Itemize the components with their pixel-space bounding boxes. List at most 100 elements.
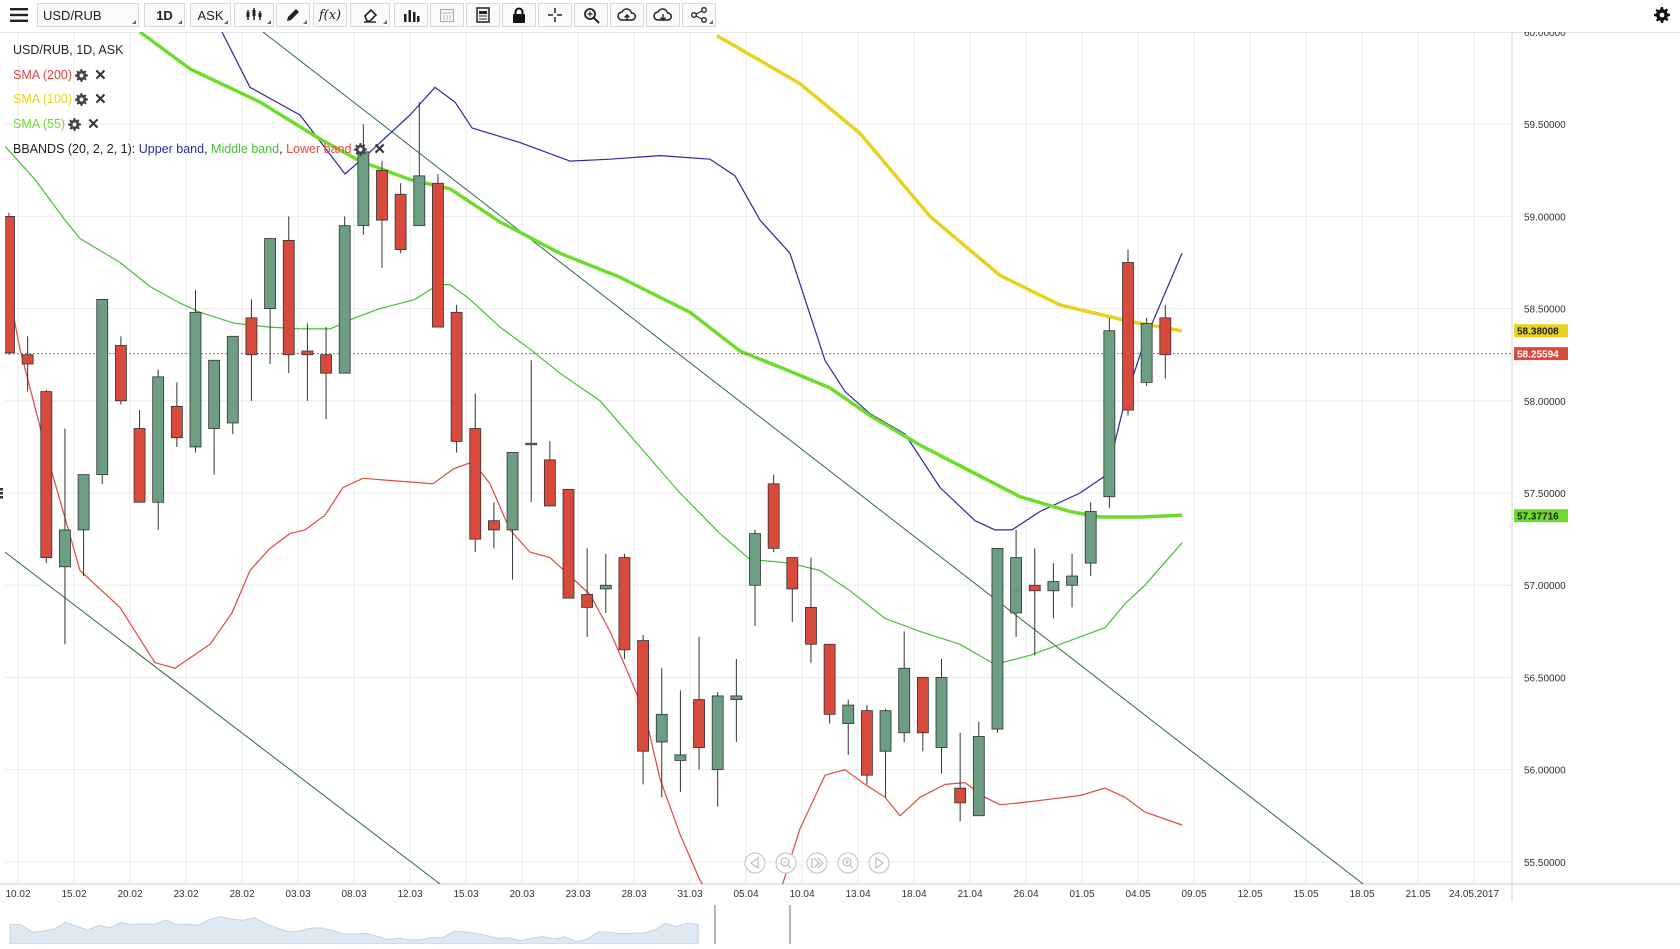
- chart-type-button[interactable]: [234, 3, 274, 27]
- volume-button[interactable]: [394, 3, 428, 27]
- candle[interactable]: [301, 323, 314, 401]
- bbands-close-icon[interactable]: ✕: [373, 140, 386, 158]
- candle[interactable]: [133, 410, 146, 503]
- nav-forward-icon[interactable]: [868, 852, 890, 874]
- bbands-settings-icon[interactable]: [354, 142, 368, 156]
- candle[interactable]: [4, 212, 15, 355]
- candle[interactable]: [674, 690, 687, 792]
- price-type-button[interactable]: ASK: [190, 3, 231, 27]
- candle[interactable]: [59, 428, 71, 645]
- price-chart[interactable]: 60.00000 59.50000 59.00000 58.50000 58.00000…: [0, 28, 1680, 945]
- candle[interactable]: [96, 299, 109, 484]
- candle[interactable]: [1047, 563, 1060, 619]
- candle[interactable]: [189, 290, 202, 453]
- symbol-field[interactable]: USD/RUB: [37, 3, 139, 27]
- candle[interactable]: [450, 304, 463, 453]
- candle[interactable]: [487, 502, 500, 549]
- candle[interactable]: [1066, 553, 1078, 608]
- price-tick-label: 57.00000: [1524, 581, 1566, 592]
- candle[interactable]: [208, 359, 221, 475]
- candle[interactable]: [1084, 502, 1097, 577]
- time-tick-label: 28.02: [229, 889, 254, 900]
- candle[interactable]: [543, 441, 556, 507]
- candle[interactable]: [637, 635, 649, 785]
- candle[interactable]: [898, 631, 911, 742]
- candle[interactable]: [226, 335, 239, 435]
- candle[interactable]: [282, 216, 295, 374]
- candle[interactable]: [376, 161, 388, 269]
- candle[interactable]: [842, 699, 855, 755]
- candle[interactable]: [749, 529, 761, 626]
- candle[interactable]: [562, 488, 575, 599]
- sma55-close-icon[interactable]: ✕: [87, 115, 100, 133]
- zoom-button[interactable]: [574, 3, 608, 27]
- candle-body: [133, 428, 146, 503]
- timeframe-button[interactable]: 1D: [144, 3, 185, 27]
- candle[interactable]: [115, 336, 127, 405]
- candle[interactable]: [730, 659, 743, 742]
- candle[interactable]: [525, 360, 538, 503]
- candle[interactable]: [1159, 304, 1172, 379]
- chart-area[interactable]: 60.00000 59.50000 59.00000 58.50000 58.00000…: [0, 28, 1680, 949]
- eraser-button[interactable]: [350, 3, 390, 27]
- candle[interactable]: [338, 216, 351, 374]
- candle[interactable]: [786, 557, 799, 623]
- nav-reset-icon[interactable]: [806, 852, 828, 874]
- overview-navigator[interactable]: [0, 905, 1680, 945]
- upload-button[interactable]: [610, 3, 644, 27]
- candle[interactable]: [394, 183, 407, 254]
- candle[interactable]: [972, 721, 985, 817]
- report-button[interactable]: [466, 3, 500, 27]
- side-resize-handle[interactable]: [0, 488, 3, 499]
- candle[interactable]: [935, 659, 948, 774]
- draw-tool-button[interactable]: [276, 3, 310, 27]
- zoom-out-icon[interactable]: [775, 852, 797, 874]
- candle[interactable]: [432, 174, 444, 328]
- sma100-close-icon[interactable]: ✕: [94, 91, 107, 109]
- candle[interactable]: [861, 705, 873, 785]
- sma55-settings-icon[interactable]: [68, 117, 82, 131]
- candle[interactable]: [1010, 529, 1022, 637]
- zoom-in-icon[interactable]: [837, 852, 859, 874]
- candle[interactable]: [77, 474, 90, 577]
- candle[interactable]: [506, 452, 519, 580]
- candle[interactable]: [264, 238, 277, 364]
- lock-button[interactable]: [502, 3, 536, 27]
- indicators-button[interactable]: f(x): [313, 3, 347, 27]
- candle[interactable]: [711, 692, 724, 807]
- candle[interactable]: [21, 336, 34, 392]
- candle[interactable]: [879, 708, 892, 798]
- settings-button[interactable]: [1650, 3, 1674, 27]
- candle[interactable]: [916, 677, 929, 752]
- candle[interactable]: [805, 557, 817, 663]
- candle[interactable]: [823, 643, 836, 724]
- candle[interactable]: [1140, 317, 1153, 387]
- sma100-settings-icon[interactable]: [75, 93, 89, 107]
- candle[interactable]: [655, 668, 668, 798]
- candle[interactable]: [320, 327, 332, 420]
- crosshair-button[interactable]: [538, 3, 572, 27]
- candle[interactable]: [413, 102, 426, 227]
- candle[interactable]: [599, 553, 612, 613]
- candle[interactable]: [40, 389, 53, 564]
- share-button[interactable]: [682, 3, 716, 27]
- candle[interactable]: [693, 636, 705, 770]
- menu-button[interactable]: [5, 3, 33, 27]
- candle[interactable]: [1028, 548, 1041, 656]
- sma200-close-icon[interactable]: ✕: [94, 66, 107, 84]
- candle[interactable]: [1103, 317, 1116, 508]
- candle[interactable]: [991, 547, 1004, 733]
- candle[interactable]: [767, 474, 780, 553]
- candle[interactable]: [170, 382, 183, 447]
- nav-back-icon[interactable]: [744, 852, 766, 874]
- candle[interactable]: [469, 393, 482, 553]
- candle[interactable]: [1122, 249, 1134, 416]
- candle[interactable]: [954, 732, 967, 822]
- candle[interactable]: [245, 299, 258, 401]
- candle[interactable]: [618, 553, 631, 660]
- download-button[interactable]: [646, 3, 680, 27]
- sma200-settings-icon[interactable]: [75, 68, 89, 82]
- candle[interactable]: [152, 369, 165, 530]
- candle[interactable]: [581, 548, 594, 637]
- calendar-button[interactable]: [430, 3, 464, 27]
